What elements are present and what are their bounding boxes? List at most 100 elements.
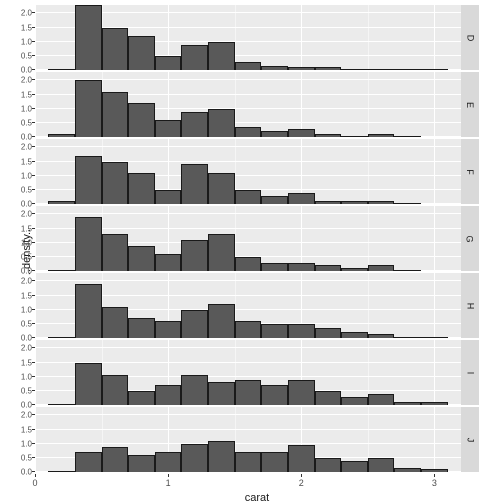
y-tick-label: 1.0 xyxy=(21,104,35,113)
x-tick-mark xyxy=(301,474,302,477)
grid-major-v xyxy=(434,72,435,137)
y-tick-mark xyxy=(32,270,35,271)
y-tick-mark xyxy=(32,55,35,56)
y-tick-mark xyxy=(32,108,35,109)
grid-major-v xyxy=(35,206,36,271)
grid-major-v xyxy=(434,139,435,204)
facet-strip-label: F xyxy=(465,169,475,175)
y-tick-label: 0.5 xyxy=(21,185,35,194)
y-tick-mark xyxy=(32,362,35,363)
histogram-bar xyxy=(341,268,368,271)
histogram-bar xyxy=(421,69,448,70)
y-tick-mark xyxy=(32,79,35,80)
facet-strip: J xyxy=(461,407,479,472)
histogram-bar xyxy=(261,263,288,271)
histogram-bar xyxy=(102,307,129,338)
y-tick-label: 1.5 xyxy=(21,90,35,99)
y-tick-mark xyxy=(32,242,35,243)
y-tick-label: 1.5 xyxy=(21,358,35,367)
grid-major-h xyxy=(35,414,461,415)
histogram-bar xyxy=(235,62,262,70)
y-tick-mark xyxy=(32,27,35,28)
y-tick-mark xyxy=(32,309,35,310)
y-tick-mark xyxy=(32,337,35,338)
facet-strip: E xyxy=(461,72,479,137)
y-tick-mark xyxy=(32,280,35,281)
x-tick-label: 2 xyxy=(299,478,304,488)
histogram-bar xyxy=(394,337,421,338)
histogram-bar xyxy=(208,234,235,271)
facet-strip: F xyxy=(461,139,479,204)
histogram-bar xyxy=(75,452,102,472)
y-tick-mark xyxy=(32,213,35,214)
histogram-bar xyxy=(75,217,102,271)
histogram-bar xyxy=(261,452,288,472)
histogram-bar xyxy=(128,318,155,338)
histogram-bar xyxy=(155,190,182,204)
grid-major-v xyxy=(434,206,435,271)
histogram-bar xyxy=(288,67,315,70)
grid-minor-v xyxy=(368,5,369,70)
histogram-bar xyxy=(235,380,262,405)
histogram-bar xyxy=(208,109,235,137)
histogram-bar xyxy=(394,468,421,472)
y-tick-mark xyxy=(32,295,35,296)
histogram-bar xyxy=(288,129,315,137)
y-tick-label: 0.0 xyxy=(21,66,35,75)
y-tick-label: 0.0 xyxy=(21,200,35,209)
y-tick-label: 0.5 xyxy=(21,453,35,462)
histogram-bar xyxy=(288,324,315,338)
grid-minor-v xyxy=(368,273,369,338)
histogram-bar xyxy=(102,234,129,271)
histogram-bar xyxy=(368,265,395,271)
histogram-bar xyxy=(48,404,75,405)
histogram-bar xyxy=(235,452,262,472)
facet-row: 0.00.51.01.52.0J xyxy=(35,407,479,472)
histogram-bar xyxy=(181,45,208,70)
histogram-bar xyxy=(208,304,235,338)
facet-strip-label: D xyxy=(465,34,475,41)
grid-major-v xyxy=(434,5,435,70)
histogram-bar xyxy=(315,265,342,271)
histogram-bar xyxy=(102,92,129,137)
grid-major-v xyxy=(35,72,36,137)
grid-major-v xyxy=(301,72,302,137)
histogram-bar xyxy=(235,257,262,271)
histogram-bar xyxy=(288,445,315,472)
y-tick-label: 2.0 xyxy=(21,143,35,152)
facet-strip: D xyxy=(461,5,479,70)
y-tick-mark xyxy=(32,161,35,162)
histogram-bar xyxy=(181,164,208,204)
histogram-bar xyxy=(75,284,102,338)
histogram-bar xyxy=(261,131,288,137)
y-tick-label: 1.5 xyxy=(21,425,35,434)
histogram-bar xyxy=(235,127,262,137)
grid-major-v xyxy=(35,273,36,338)
y-tick-label: 1.5 xyxy=(21,291,35,300)
histogram-bar xyxy=(48,69,75,70)
facet-panel: 0.00.51.01.52.0 xyxy=(35,72,461,137)
y-tick-mark xyxy=(32,256,35,257)
y-tick-label: 0.5 xyxy=(21,51,35,60)
y-tick-label: 2.0 xyxy=(21,277,35,286)
grid-major-h xyxy=(35,213,461,214)
facet-strip: H xyxy=(461,273,479,338)
histogram-bar xyxy=(128,391,155,405)
histogram-bar xyxy=(235,190,262,204)
y-tick-mark xyxy=(32,41,35,42)
facet-row: 0.00.51.01.52.0G xyxy=(35,206,479,271)
grid-major-v xyxy=(35,407,36,472)
histogram-bar xyxy=(341,461,368,472)
histogram-bar xyxy=(288,263,315,271)
y-tick-label: 0.0 xyxy=(21,133,35,142)
histogram-bar xyxy=(368,69,395,70)
histogram-bar xyxy=(75,363,102,405)
grid-minor-v xyxy=(235,5,236,70)
y-tick-label: 0.5 xyxy=(21,319,35,328)
histogram-bar xyxy=(315,201,342,204)
histogram-bar xyxy=(48,270,75,271)
y-tick-mark xyxy=(32,12,35,13)
x-tick-label: 0 xyxy=(32,478,37,488)
y-tick-label: 0.5 xyxy=(21,386,35,395)
histogram-bar xyxy=(128,455,155,472)
